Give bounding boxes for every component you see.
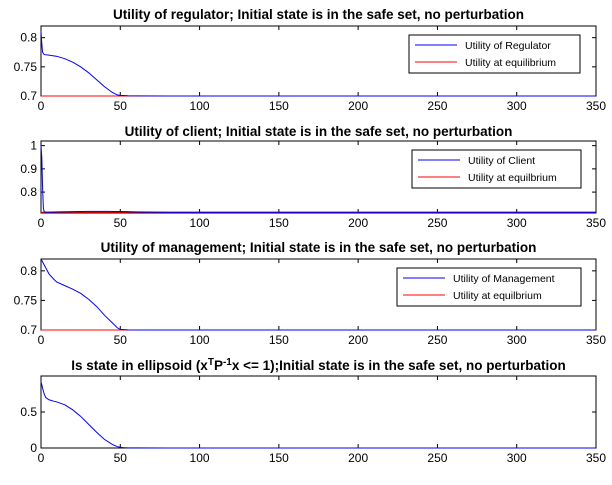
y-tick-label: 0.9 [20, 162, 37, 176]
chart-panel-3: Utility of management; Initial state is … [14, 240, 607, 347]
x-tick-label: 100 [190, 99, 210, 113]
legend: Utility of Client Utility at equilbrium [411, 149, 582, 189]
chart-title: Utility of management; Initial state is … [101, 240, 537, 255]
y-tick-label: 0.8 [20, 31, 37, 45]
x-tick-label: 150 [269, 99, 289, 113]
title-segment: x <= 1);Initial state is in the safe set… [232, 358, 566, 373]
x-tick-label: 50 [114, 216, 128, 230]
y-tick-label: 0.5 [20, 405, 37, 419]
x-tick-label: 50 [114, 451, 128, 465]
x-tick-label: 300 [507, 451, 527, 465]
x-tick-label: 150 [269, 216, 289, 230]
x-tick-label: 350 [586, 216, 606, 230]
chart-title: Utility of regulator; Initial state is i… [113, 7, 524, 22]
x-tick-label: 200 [348, 99, 368, 113]
x-tick-label: 100 [190, 216, 210, 230]
series-line-utility [40, 258, 596, 331]
title-segment: Is state in ellipsoid (x [71, 358, 208, 373]
y-tick-label: 0.7 [20, 323, 37, 337]
x-tick-label: 50 [114, 99, 128, 113]
y-tick-label: 0.75 [14, 60, 38, 74]
chart-panel-1: Utility of regulator; Initial state is i… [14, 7, 607, 113]
y-tick-label: 0.7 [20, 89, 37, 103]
title-superscript: -1 [223, 357, 232, 368]
x-tick-label: 300 [507, 333, 527, 347]
chart-panel-4: Is state in ellipsoid (xTP-1x <= 1);Init… [20, 357, 606, 465]
x-tick-label: 100 [190, 333, 210, 347]
x-tick-label: 200 [348, 333, 368, 347]
series-line-utility [40, 145, 596, 213]
x-tick-label: 250 [427, 216, 447, 230]
legend: Utility of Regulator Utility at equilibri… [408, 34, 581, 74]
legend-label: Utility at equilibrium [465, 57, 556, 69]
x-tick-label: 250 [427, 451, 447, 465]
chart-panel-2: Utility of client; Initial state is in t… [20, 124, 606, 230]
x-tick-label: 200 [348, 451, 368, 465]
legend-label: Utility at equilbrium [468, 172, 557, 184]
x-tick-label: 350 [586, 451, 606, 465]
y-tick-label: 0.75 [14, 293, 38, 307]
chart-title: Utility of client; Initial state is in t… [125, 124, 513, 139]
legend-label: Utility of Regulator [465, 40, 551, 52]
legend-box [411, 149, 582, 189]
legend-box [396, 267, 582, 307]
x-tick-label: 100 [190, 451, 210, 465]
x-tick-label: 300 [507, 99, 527, 113]
y-tick-label: 1 [30, 139, 37, 153]
x-tick-label: 250 [427, 99, 447, 113]
plot-area [40, 375, 597, 449]
x-tick-label: 250 [427, 333, 447, 347]
series-line-utility [40, 381, 596, 449]
x-tick-label: 350 [586, 333, 606, 347]
x-tick-label: 200 [348, 216, 368, 230]
chart-title: Is state in ellipsoid (xTP-1x <= 1);Init… [71, 357, 565, 373]
x-tick-label: 150 [269, 333, 289, 347]
legend: Utility of Management Utility at equilbri… [396, 267, 582, 307]
y-tick-label: 0.8 [20, 264, 37, 278]
legend-label: Utility of Management [453, 273, 555, 285]
x-tick-label: 300 [507, 216, 527, 230]
legend-box [408, 34, 581, 74]
series-line-utility [40, 31, 596, 97]
x-tick-label: 0 [38, 451, 45, 465]
legend-label: Utility at equilbrium [453, 290, 542, 302]
legend-label: Utility of Client [468, 155, 535, 167]
x-tick-label: 0 [38, 99, 45, 113]
x-tick-label: 150 [269, 451, 289, 465]
y-tick-label: 0.8 [20, 185, 37, 199]
y-tick-label: 0 [30, 441, 37, 455]
x-tick-label: 0 [38, 333, 45, 347]
x-tick-label: 0 [38, 216, 45, 230]
x-tick-label: 50 [114, 333, 128, 347]
x-tick-label: 350 [586, 99, 606, 113]
title-superscript: T [208, 357, 214, 368]
title-segment: P [214, 358, 223, 373]
